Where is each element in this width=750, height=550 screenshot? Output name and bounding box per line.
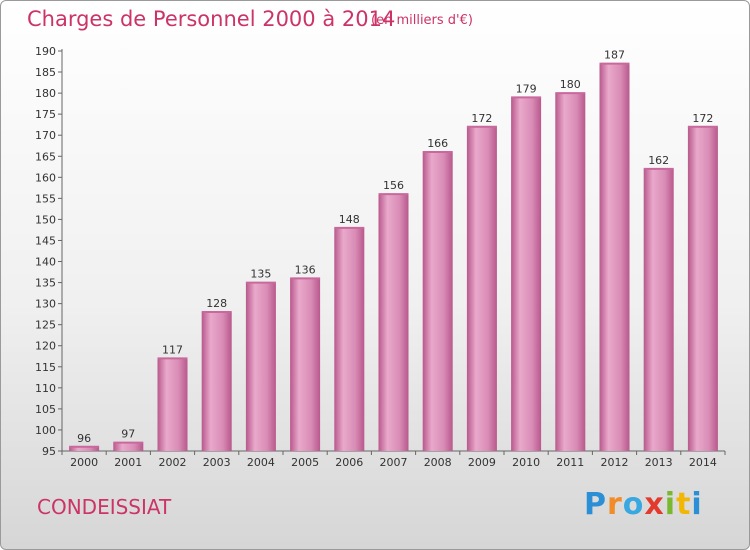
bar [422,152,453,452]
x-tick-label: 2011 [556,456,584,469]
y-tick-label: 115 [35,361,56,374]
y-tick-label: 175 [35,108,56,121]
data-label: 179 [516,82,537,95]
data-label: 156 [383,179,404,192]
logo-letter: r [607,487,623,522]
proxiti-logo: Proxiti [584,487,703,522]
y-tick-label: 160 [35,171,56,184]
y-tick-label: 100 [35,424,56,437]
data-label: 136 [295,263,316,276]
x-tick-label: 2005 [291,456,319,469]
logo-letter: x [644,487,665,522]
data-label: 128 [206,297,227,310]
bar [687,126,718,451]
bar [599,63,630,451]
x-tick-label: 2001 [114,456,142,469]
data-label: 97 [121,428,135,441]
bar [466,126,497,451]
y-tick-label: 150 [35,213,56,226]
bars [69,62,718,452]
y-tick-label: 145 [35,234,56,247]
x-tick-label: 2009 [468,456,496,469]
bar [511,97,542,451]
x-tick-label: 2004 [247,456,275,469]
x-tick-label: 2008 [424,456,452,469]
bar [113,442,144,451]
x-tick-label: 2012 [601,456,629,469]
logo-letter: i [691,487,703,522]
bar [69,446,100,451]
y-tick-label: 155 [35,192,56,205]
data-labels: 96 97 117 128 135 136 148 156 166 172 179 180 187 162… [77,49,713,445]
bar [157,358,188,451]
y-tick-label: 165 [35,150,56,163]
data-label: 96 [77,432,91,445]
logo-letter: i [664,487,677,522]
y-tick-label: 135 [35,277,56,290]
data-label: 162 [648,154,669,167]
x-tick-label: 2010 [512,456,540,469]
bar [201,312,232,451]
bar [378,194,409,451]
bar [290,278,321,451]
data-label: 148 [339,213,360,226]
logo-letter: P [584,487,607,522]
y-tick-label: 185 [35,66,56,79]
x-tick-label: 2007 [380,456,408,469]
y-tick-label: 125 [35,319,56,332]
commune-name: CONDEISSIAT [37,495,172,519]
bar [245,282,276,451]
data-label: 172 [471,112,492,125]
data-label: 117 [162,343,183,356]
logo-letter: o [622,487,645,522]
y-tick-label: 110 [35,382,56,395]
axes: 95 100 105 110 115 120 125 130 135 140 145 150 155 16… [35,45,726,469]
bar [643,168,674,452]
x-tick-label: 2013 [645,456,673,469]
y-tick-label: 190 [35,45,56,58]
bar [555,93,586,452]
bar [334,227,365,451]
x-tick-label: 2003 [203,456,231,469]
y-tick-label: 180 [35,87,56,100]
x-tick-label: 2002 [159,456,187,469]
y-tick-label: 140 [35,256,56,269]
y-tick-label: 170 [35,129,56,142]
y-tick-label: 130 [35,298,56,311]
y-tick-label: 95 [42,445,56,458]
data-label: 187 [604,49,625,62]
y-tick-label: 120 [35,340,56,353]
x-tick-label: 2000 [70,456,98,469]
data-label: 180 [560,78,581,91]
data-label: 166 [427,137,448,150]
logo-letter: t [676,487,692,522]
chart-title: Charges de Personnel 2000 à 2014 [27,7,396,31]
y-tick-label: 105 [35,403,56,416]
unit-note: (en milliers d'€) [371,13,473,28]
data-label: 135 [250,268,271,281]
data-label: 172 [692,112,713,125]
x-tick-label: 2014 [689,456,717,469]
x-tick-label: 2006 [335,456,363,469]
